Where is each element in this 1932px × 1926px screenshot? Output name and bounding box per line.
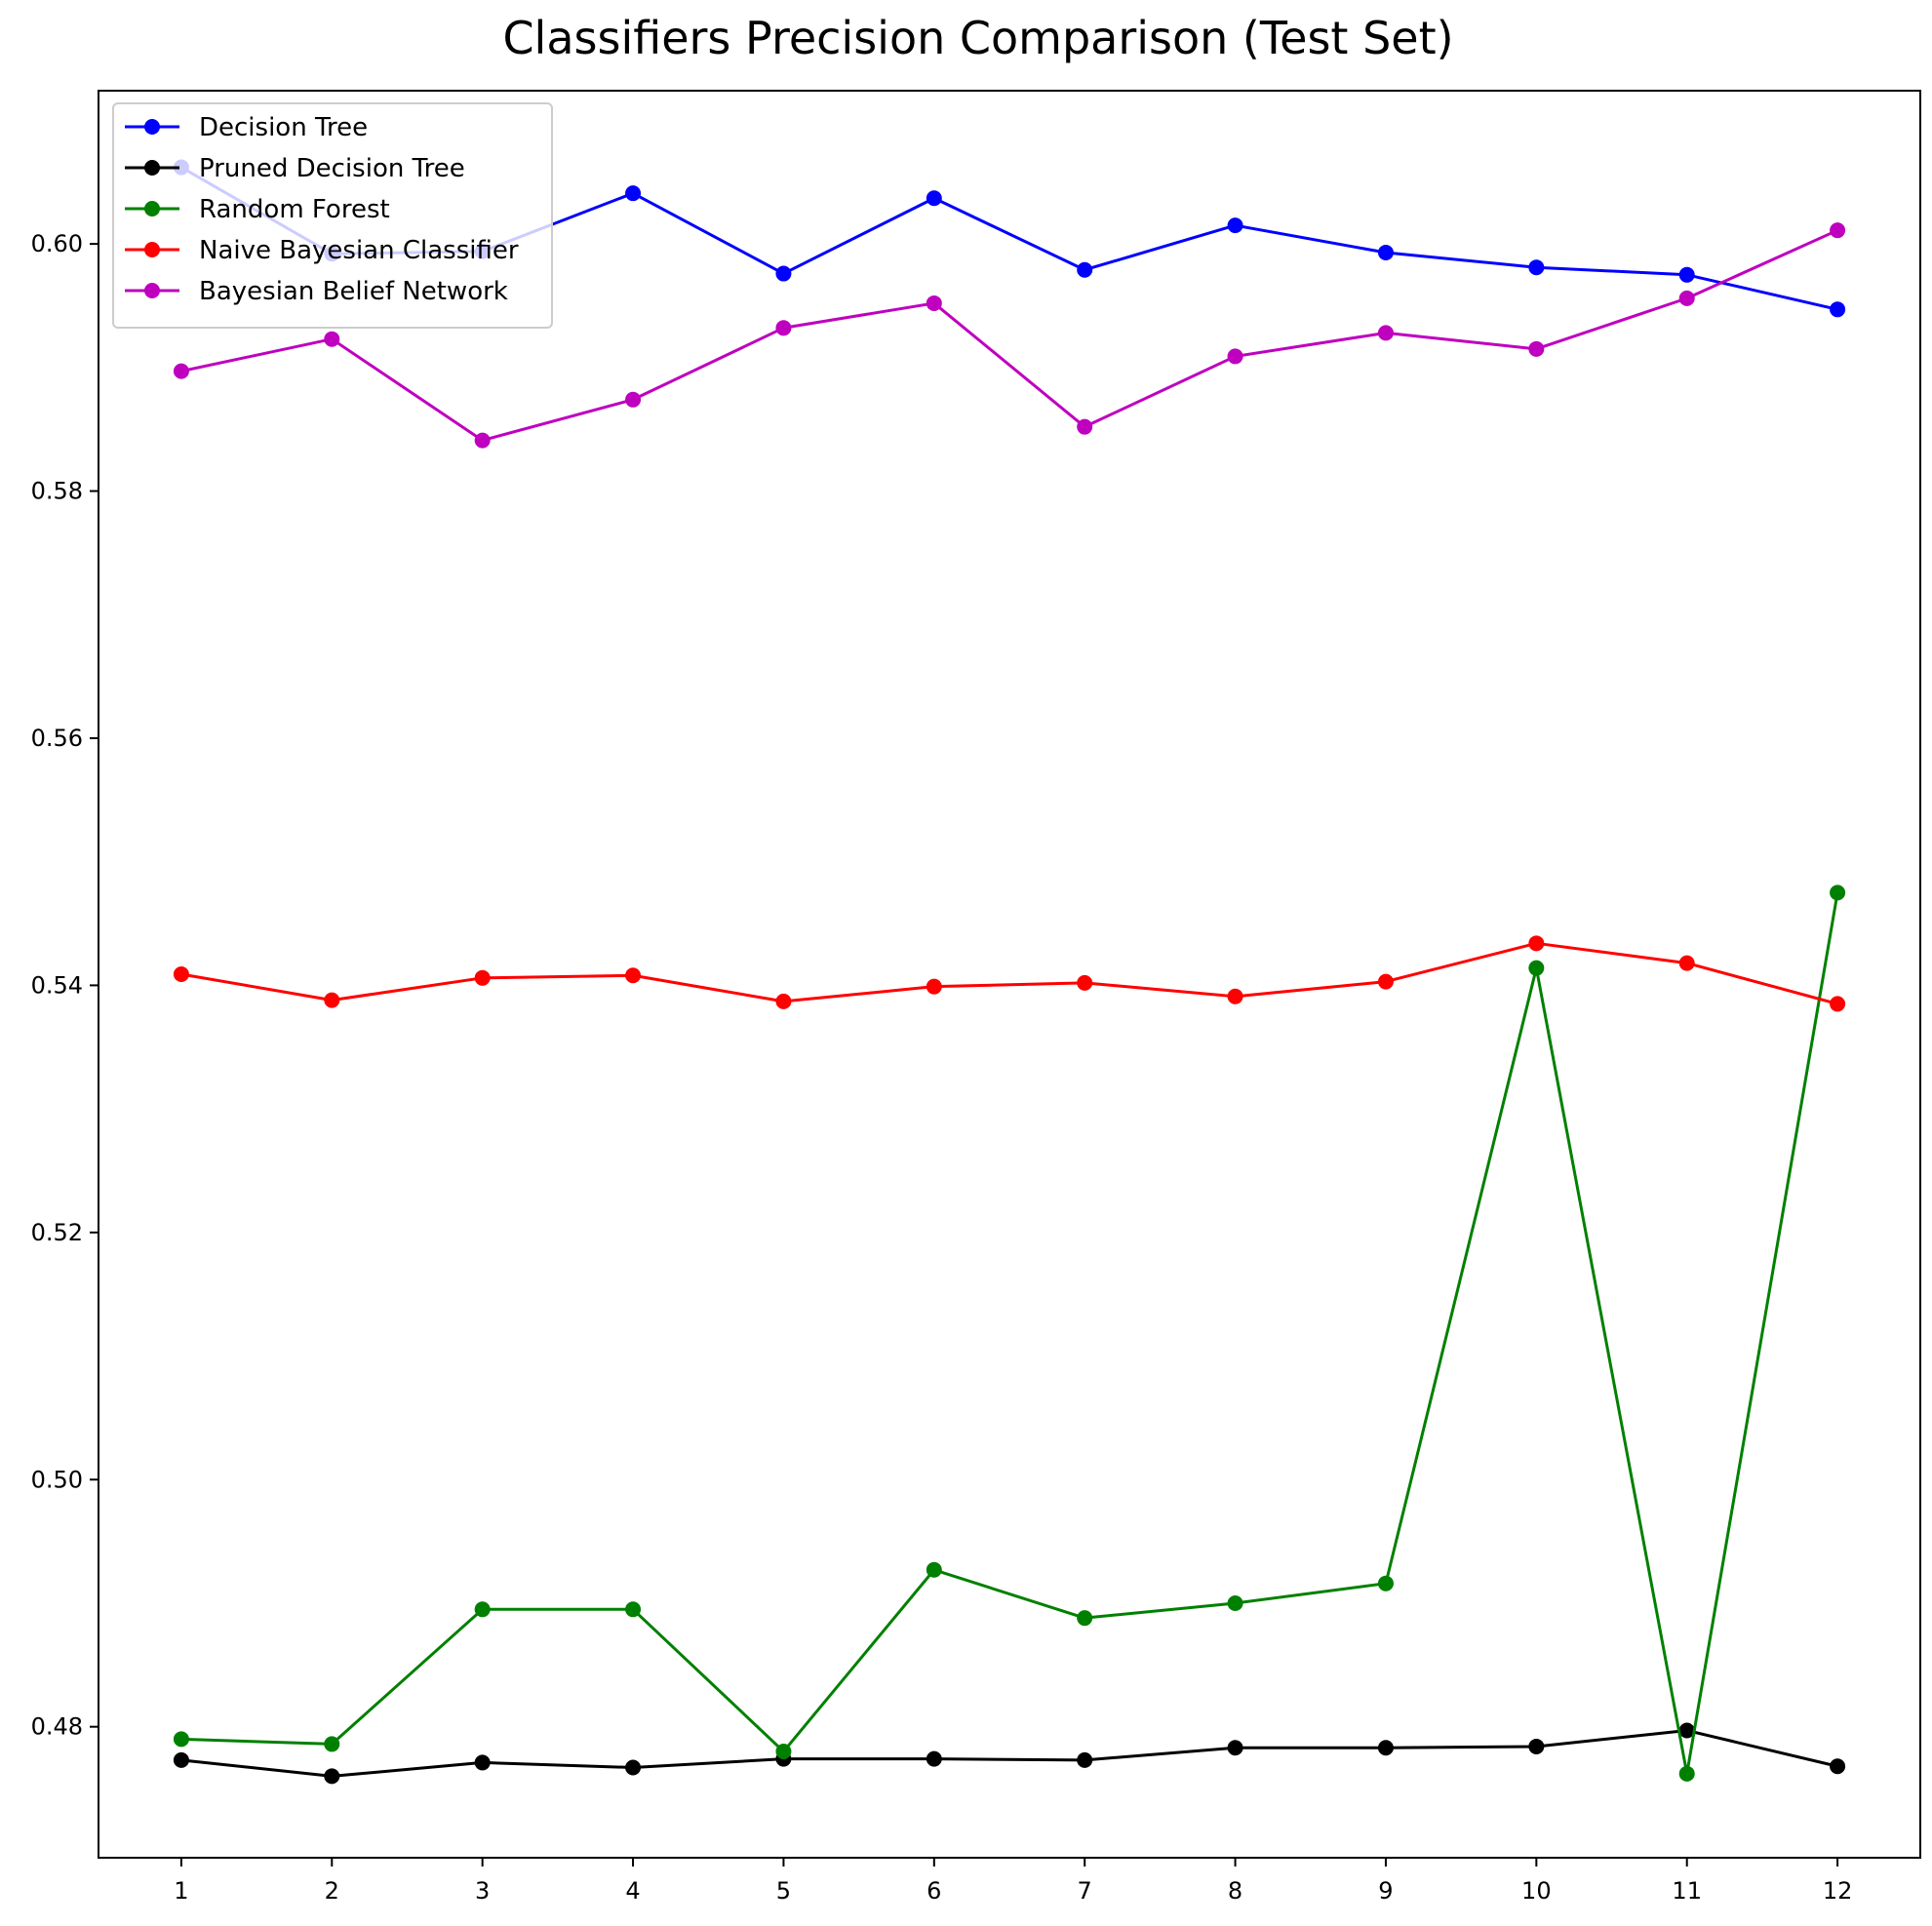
data-point <box>1077 974 1093 991</box>
data-point <box>173 1751 189 1768</box>
x-tick-label: 4 <box>625 1877 640 1905</box>
data-point <box>1077 1751 1093 1768</box>
series-random-forest <box>173 884 1846 1782</box>
x-tick-label: 6 <box>927 1877 941 1905</box>
x-tick-label: 3 <box>475 1877 490 1905</box>
legend-label: Pruned Decision Tree <box>199 154 465 183</box>
data-point <box>1377 1575 1394 1592</box>
data-point <box>1528 340 1545 357</box>
data-point <box>926 295 942 311</box>
data-point <box>474 969 491 986</box>
data-point <box>926 978 942 995</box>
legend: Decision Tree Pruned Decision Tree Random … <box>112 102 553 329</box>
data-point <box>625 391 642 408</box>
data-point <box>474 1601 491 1618</box>
data-point <box>625 1759 642 1776</box>
data-point <box>173 363 189 379</box>
data-point <box>173 1731 189 1748</box>
x-tick-label: 10 <box>1521 1877 1552 1905</box>
data-point <box>1678 955 1695 971</box>
data-point <box>775 265 792 282</box>
y-axis: 0.48 0.50 0.52 0.54 0.56 0.58 0.60 <box>31 230 99 1741</box>
data-point <box>1830 222 1846 239</box>
data-point <box>1830 1758 1846 1775</box>
data-point <box>1227 1740 1243 1756</box>
x-tick-label: 8 <box>1228 1877 1242 1905</box>
y-tick-label: 0.52 <box>31 1219 83 1246</box>
legend-label: Decision Tree <box>199 113 368 142</box>
data-point <box>324 1768 340 1785</box>
data-point <box>1528 960 1545 976</box>
y-tick-label: 0.56 <box>31 725 83 752</box>
legend-swatch-marker <box>144 119 160 135</box>
data-point <box>474 1754 491 1771</box>
y-tick-label: 0.60 <box>31 230 83 257</box>
x-tick-label: 11 <box>1672 1877 1702 1905</box>
legend-label: Random Forest <box>199 195 390 224</box>
data-point <box>324 1736 340 1752</box>
chart-title: Classifiers Precision Comparison (Test S… <box>502 12 1453 64</box>
data-point <box>1227 988 1243 1004</box>
data-point <box>1377 973 1394 990</box>
x-tick-label: 1 <box>174 1877 188 1905</box>
legend-swatch-marker <box>144 201 160 216</box>
legend-box <box>112 102 553 329</box>
data-point <box>1678 266 1695 283</box>
data-point <box>1227 348 1243 365</box>
data-point <box>775 1744 792 1760</box>
data-point <box>1528 1738 1545 1754</box>
data-point <box>1227 217 1243 234</box>
data-point <box>1528 259 1545 276</box>
data-point <box>625 185 642 202</box>
data-point <box>926 190 942 207</box>
x-tick-label: 7 <box>1078 1877 1092 1905</box>
x-tick-label: 9 <box>1378 1877 1393 1905</box>
legend-swatch-marker <box>144 160 160 176</box>
data-point <box>1678 290 1695 306</box>
data-point <box>1830 884 1846 901</box>
data-point <box>1227 1594 1243 1611</box>
y-tick-label: 0.58 <box>31 478 83 505</box>
x-tick-label: 2 <box>325 1877 339 1905</box>
data-point <box>173 966 189 982</box>
series-line <box>180 1728 1838 1778</box>
data-point <box>1830 996 1846 1012</box>
y-tick-label: 0.50 <box>31 1466 83 1493</box>
data-point <box>775 320 792 336</box>
data-point <box>1377 325 1394 341</box>
y-tick-label: 0.48 <box>31 1713 83 1741</box>
data-point <box>775 993 792 1009</box>
x-tick-label: 5 <box>776 1877 791 1905</box>
data-point <box>474 432 491 449</box>
data-point <box>1377 1740 1394 1756</box>
data-point <box>1678 1722 1695 1739</box>
data-point <box>1377 244 1394 260</box>
data-point <box>324 992 340 1008</box>
data-point <box>324 331 340 347</box>
series-line <box>180 228 1838 443</box>
y-tick-label: 0.54 <box>31 971 83 999</box>
data-point <box>1077 261 1093 278</box>
data-point <box>625 967 642 984</box>
data-point <box>1077 418 1093 435</box>
legend-swatch-marker <box>144 242 160 257</box>
data-point <box>1678 1765 1695 1782</box>
data-point <box>926 1750 942 1767</box>
series-line <box>180 892 1839 1776</box>
x-tick-label: 12 <box>1823 1877 1853 1905</box>
series-naive-bayesian-classifier <box>173 935 1846 1012</box>
series-bayesian-belief-network <box>173 222 1846 449</box>
data-point <box>926 1561 942 1578</box>
legend-label: Naive Bayesian Classifier <box>199 236 519 265</box>
legend-swatch-marker <box>144 283 160 298</box>
legend-label: Bayesian Belief Network <box>199 277 508 306</box>
data-point <box>1830 301 1846 318</box>
data-point <box>1528 935 1545 952</box>
series-line <box>180 941 1838 1005</box>
data-point <box>1077 1610 1093 1627</box>
data-point <box>625 1601 642 1618</box>
x-axis: 1 2 3 4 5 6 7 8 9 10 11 12 <box>174 1858 1852 1905</box>
